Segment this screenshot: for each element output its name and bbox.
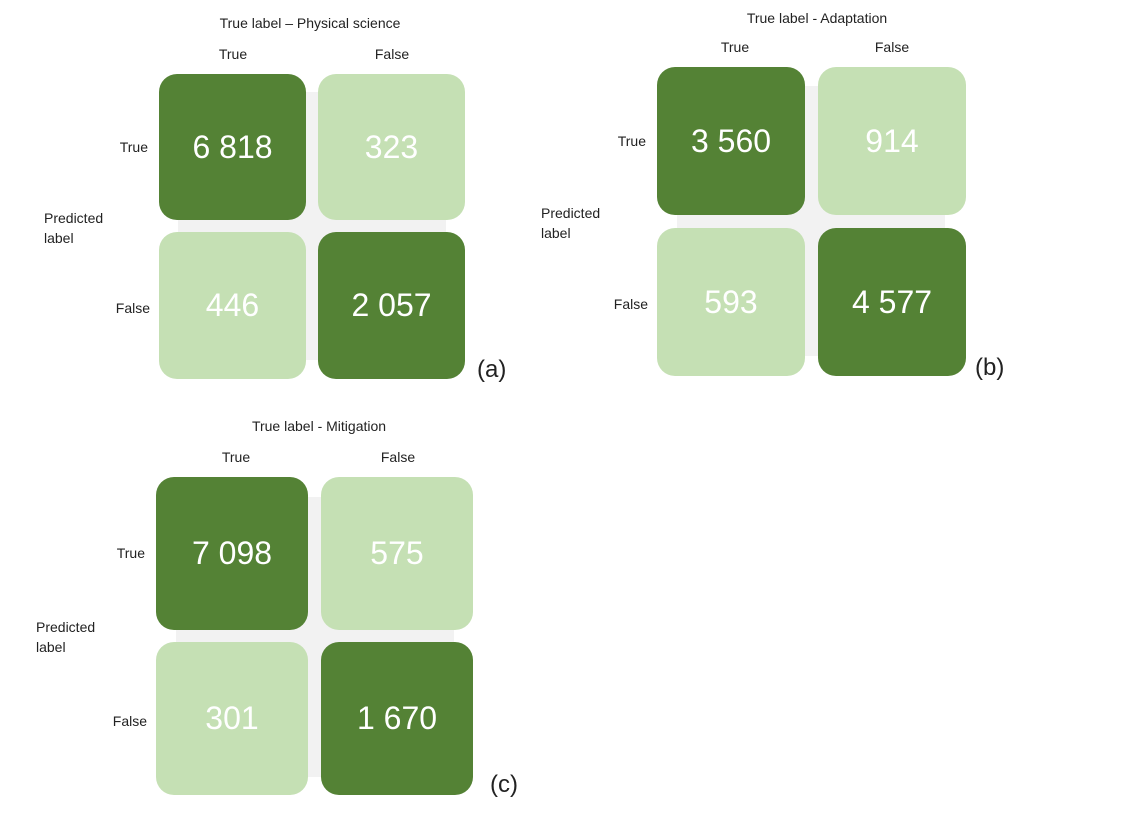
panel-b-cell-false-true: 593 — [657, 228, 805, 376]
panel-a-title: True label – Physical science — [219, 15, 401, 31]
panel-a-col-false: False — [374, 46, 410, 62]
panel-c-col-true: True — [221, 449, 251, 465]
panel-c-row-true: True — [116, 545, 145, 561]
panel-a-cell-true-false: 323 — [318, 74, 465, 220]
panel-c-cell-true-true: 7 098 — [156, 477, 308, 630]
panel-b-cell-false-false: 4 577 — [818, 228, 966, 376]
panel-b-col-true: True — [720, 39, 750, 55]
panel-a-cell-false-false: 2 057 — [318, 232, 465, 379]
panel-c-cell-false-true: 301 — [156, 642, 308, 795]
panel-c-title: True label - Mitigation — [251, 418, 387, 434]
panel-c-col-false: False — [380, 449, 416, 465]
panel-c-row-false: False — [112, 713, 147, 729]
panel-b-tag: (b) — [975, 354, 1005, 381]
panel-a-tag: (a) — [477, 356, 507, 383]
panel-c-tag: (c) — [490, 771, 518, 798]
panel-b-cell-true-false: 914 — [818, 67, 966, 215]
panel-b-title: True label - Adaptation — [746, 10, 888, 26]
panel-b-col-false: False — [874, 39, 910, 55]
panel-a-cell-true-true: 6 818 — [159, 74, 306, 220]
panel-a-row-false: False — [115, 300, 150, 316]
panel-b-predicted-label: Predicted label — [541, 205, 601, 241]
panel-b-cell-true-true: 3 560 — [657, 67, 805, 215]
panel-a-row-true: True — [119, 139, 148, 155]
panel-a-predicted-label: Predicted label — [44, 210, 104, 246]
panel-c-cell-false-false: 1 670 — [321, 642, 473, 795]
panel-b-row-false: False — [613, 296, 648, 312]
panel-a-cell-false-true: 446 — [159, 232, 306, 379]
panel-b-row-true: True — [617, 133, 646, 149]
panel-c-cell-true-false: 575 — [321, 477, 473, 630]
panel-a-col-true: True — [218, 46, 248, 62]
panel-c-predicted-label: Predicted label — [36, 619, 96, 655]
